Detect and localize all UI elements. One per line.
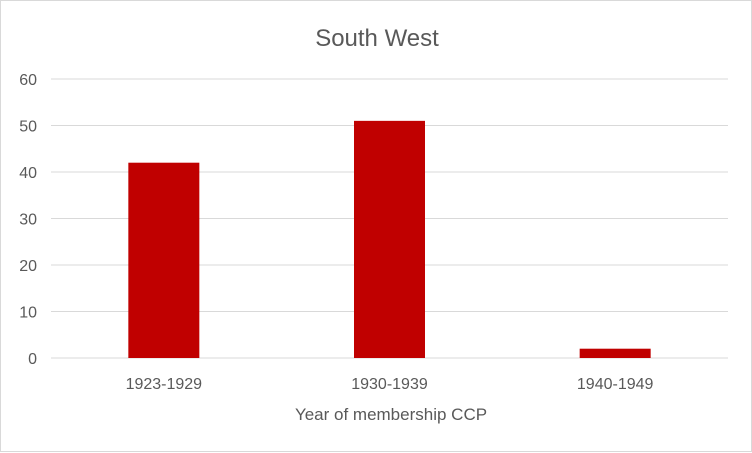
y-tick-label: 0 [28,351,37,368]
x-tick-label: 1940-1949 [577,376,654,393]
x-tick-label: 1923-1929 [126,376,203,393]
bar-1930-1939 [354,120,425,358]
y-tick-label: 20 [19,258,37,275]
x-axis-tick-labels: 1923-1929 1930-1939 1940-1949 [126,376,654,393]
bars [128,120,651,358]
y-axis-tick-labels: 0 10 20 30 40 50 60 [19,72,37,368]
bar-1940-1949 [579,348,651,358]
chart-title: South West [315,25,439,52]
bar-1923-1929 [128,162,200,358]
y-tick-label: 10 [19,305,37,322]
x-tick-label: 1930-1939 [351,376,428,393]
x-axis-title: Year of membership CCP [295,405,487,424]
y-tick-label: 30 [19,212,37,229]
y-tick-label: 60 [19,72,37,89]
y-tick-label: 40 [19,165,37,182]
y-tick-label: 50 [19,119,37,136]
